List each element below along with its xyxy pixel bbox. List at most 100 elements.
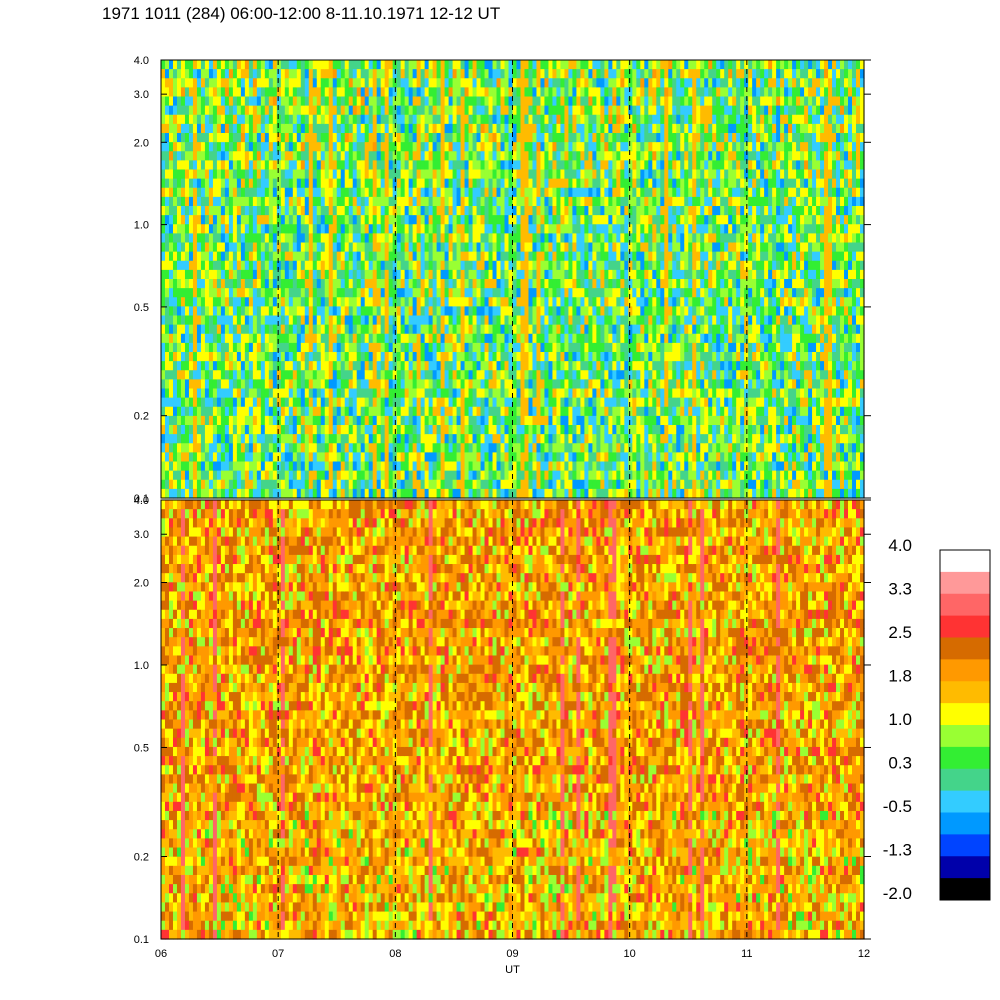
heatmap-cell [400, 105, 406, 116]
heatmap-cell [224, 379, 230, 390]
heatmap-cell [300, 452, 306, 463]
heatmap-cell [400, 151, 406, 161]
heatmap-cell [388, 297, 394, 307]
heatmap-cell [332, 434, 338, 444]
heatmap-cell [404, 479, 410, 490]
heatmap-cell [428, 87, 434, 98]
heatmap-cell [288, 479, 294, 490]
heatmap-cell [400, 233, 406, 244]
heatmap-cell [480, 206, 486, 216]
heatmap-cell [300, 160, 306, 171]
heatmap-cell [408, 96, 414, 107]
heatmap-cell [188, 60, 194, 70]
heatmap-cell [444, 488, 450, 499]
heatmap-cell [340, 342, 346, 353]
heatmap-cell [528, 361, 534, 371]
heatmap-cell [448, 114, 454, 125]
heatmap-cell [304, 196, 310, 207]
heatmap-cell [328, 488, 334, 499]
heatmap-cell [184, 388, 190, 399]
heatmap-cell [248, 315, 254, 326]
heatmap-cell [172, 206, 178, 216]
heatmap-cell [340, 333, 346, 344]
heatmap-cell [384, 470, 390, 481]
heatmap-cell [384, 233, 390, 244]
heatmap-cell [244, 196, 250, 207]
heatmap-cell [428, 196, 434, 207]
heatmap-cell [320, 488, 326, 499]
heatmap-cell [372, 160, 378, 171]
heatmap-cell [444, 251, 450, 262]
heatmap-cell [212, 279, 218, 289]
heatmap-cell [224, 425, 230, 435]
heatmap-cell [436, 251, 442, 262]
heatmap-cell [161, 169, 166, 180]
heatmap-cell [312, 233, 318, 244]
heatmap-cell [248, 178, 254, 189]
heatmap-cell [224, 105, 230, 116]
heatmap-cell [448, 251, 454, 262]
heatmap-cell [548, 297, 554, 307]
heatmap-cell [292, 114, 298, 125]
heatmap-cell [280, 315, 286, 326]
heatmap-cell [244, 87, 250, 98]
heatmap-cell [524, 333, 530, 344]
heatmap-cell [440, 306, 446, 317]
heatmap-cell [224, 397, 230, 408]
heatmap-cell [176, 151, 182, 161]
heatmap-cell [240, 69, 246, 79]
heatmap-cell [572, 96, 577, 107]
heatmap-cell [372, 333, 378, 344]
heatmap-cell [232, 233, 238, 244]
heatmap-cell [312, 279, 318, 289]
heatmap-cell [184, 260, 190, 271]
heatmap-cell [528, 224, 534, 234]
heatmap-cell [288, 361, 294, 371]
heatmap-cell [380, 415, 386, 426]
heatmap-cell [528, 297, 534, 307]
heatmap-cell [308, 160, 314, 171]
heatmap-cell [480, 178, 486, 189]
heatmap-cell [200, 315, 206, 326]
heatmap-cell [296, 333, 302, 344]
heatmap-cell [164, 133, 170, 143]
heatmap-cell [464, 415, 470, 426]
heatmap-cell [552, 470, 558, 481]
heatmap-cell [372, 397, 378, 408]
heatmap-cell [304, 105, 310, 116]
heatmap-cell [488, 114, 494, 125]
heatmap-cell [220, 488, 226, 499]
heatmap-cell [476, 169, 482, 180]
heatmap-cell [208, 415, 214, 426]
heatmap-cell [472, 242, 478, 253]
heatmap-cell [484, 251, 490, 262]
heatmap-cell [464, 96, 470, 107]
heatmap-cell [564, 488, 570, 499]
heatmap-cell [340, 452, 346, 463]
heatmap-cell [320, 78, 326, 88]
heatmap-cell [248, 206, 254, 216]
heatmap-cell [544, 60, 550, 70]
heatmap-cell [356, 151, 362, 161]
heatmap-cell [444, 178, 450, 189]
heatmap-cell [372, 206, 378, 216]
heatmap-cell [460, 260, 466, 271]
heatmap-cell [436, 415, 442, 426]
heatmap-cell [248, 215, 254, 225]
heatmap-cell [216, 151, 222, 161]
heatmap-cell [516, 397, 522, 408]
heatmap-cell [512, 142, 518, 152]
heatmap-cell [272, 397, 278, 408]
heatmap-cell [256, 415, 262, 426]
heatmap-cell [288, 415, 294, 426]
heatmap-cell [472, 123, 478, 134]
heatmap-cell [168, 142, 174, 152]
heatmap-cell [208, 169, 214, 180]
heatmap-cell [180, 206, 186, 216]
heatmap-cell [196, 370, 202, 380]
heatmap-cell [420, 315, 426, 326]
heatmap-cell [492, 388, 498, 399]
heatmap-cell [572, 215, 577, 225]
heatmap-cell [392, 361, 398, 371]
heatmap-cell [356, 142, 362, 152]
